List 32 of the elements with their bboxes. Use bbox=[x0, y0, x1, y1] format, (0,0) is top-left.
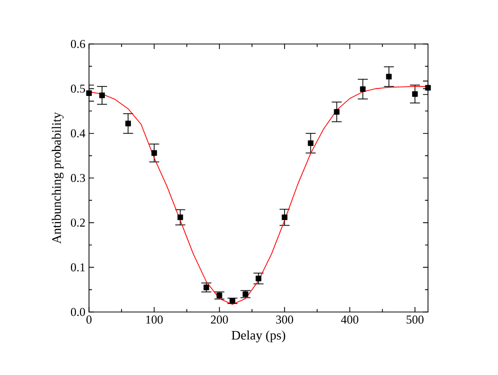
point bbox=[425, 84, 431, 91]
point bbox=[386, 74, 392, 80]
point bbox=[151, 150, 157, 156]
x-tick-label: 300 bbox=[276, 316, 294, 324]
y-tick-label: 0.6 bbox=[70, 40, 86, 48]
y-tick-label: 0.5 bbox=[70, 84, 86, 93]
x-tick-label: 200 bbox=[210, 316, 228, 324]
point bbox=[282, 214, 288, 220]
point bbox=[242, 291, 248, 297]
point bbox=[256, 276, 262, 282]
x-tick-label: 500 bbox=[406, 316, 424, 324]
x-tick-label: 100 bbox=[146, 316, 163, 324]
point bbox=[86, 90, 92, 96]
y-tick-label: 0.3 bbox=[70, 174, 86, 182]
y-tick-label: 0.0 bbox=[70, 308, 86, 316]
x-tick-label: 400 bbox=[341, 316, 358, 324]
point bbox=[125, 120, 131, 126]
point bbox=[308, 140, 314, 146]
point bbox=[360, 86, 366, 92]
y-tick-label: 0.1 bbox=[70, 263, 85, 272]
x-tick-label: 0 bbox=[86, 316, 92, 324]
point bbox=[204, 284, 210, 290]
point bbox=[334, 109, 340, 115]
y-axis-title: Antibunching probability bbox=[52, 112, 64, 244]
point bbox=[177, 214, 184, 220]
point bbox=[216, 292, 222, 298]
point bbox=[230, 298, 236, 304]
x-axis-title: Delay (ps) bbox=[232, 330, 286, 342]
y-tick-label: 0.4 bbox=[70, 129, 86, 138]
point bbox=[412, 91, 418, 97]
y-tick-label: 0.2 bbox=[70, 218, 85, 227]
point bbox=[99, 92, 105, 98]
